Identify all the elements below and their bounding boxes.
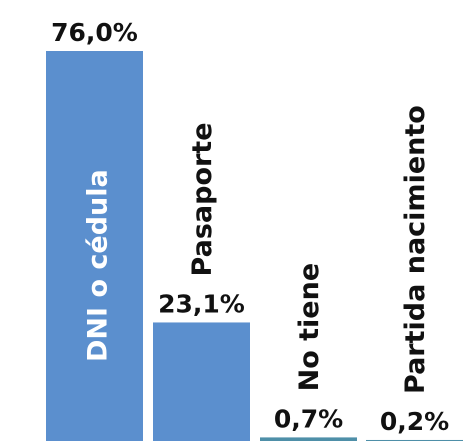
bar-partida-nacimiento: [366, 439, 463, 441]
bar-no-tiene: [260, 437, 357, 441]
value-labels-group: 76,0% 23,1% 0,7% 0,2%: [51, 18, 449, 436]
category-label-partida-nacimiento: Partida nacimiento: [400, 105, 431, 394]
value-label-partida-nacimiento: 0,2%: [380, 407, 449, 436]
value-label-pasaporte: 23,1%: [158, 289, 245, 318]
category-labels-group: DNI o cédula Pasaporte No tiene Partida nac…: [83, 105, 431, 394]
category-label-pasaporte: Pasaporte: [187, 122, 218, 276]
bar-pasaporte: [153, 322, 250, 441]
bars-group: [46, 51, 463, 441]
value-label-dni-o-cedula: 76,0%: [51, 18, 138, 47]
category-label-no-tiene: No tiene: [294, 263, 325, 392]
bar-dni-o-cedula: [46, 51, 143, 441]
category-label-dni-o-cedula: DNI o cédula: [83, 169, 114, 362]
value-label-no-tiene: 0,7%: [274, 404, 343, 433]
